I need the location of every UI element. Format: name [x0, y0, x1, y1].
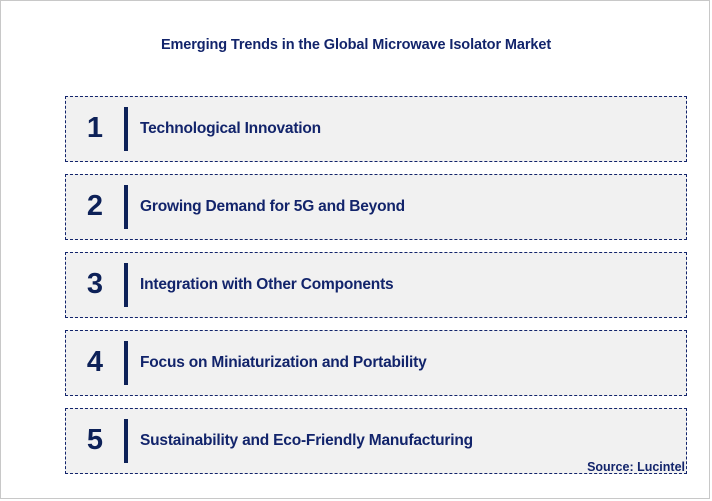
- vertical-divider-icon: [124, 341, 128, 385]
- trend-label: Focus on Miniaturization and Portability: [140, 354, 427, 371]
- trend-label: Growing Demand for 5G and Beyond: [140, 198, 405, 215]
- vertical-divider-icon: [124, 263, 128, 307]
- vertical-divider-icon: [124, 419, 128, 463]
- list-item[interactable]: 2 Growing Demand for 5G and Beyond: [65, 174, 687, 240]
- trend-rank-number: 2: [86, 189, 104, 222]
- trend-rank-number: 3: [86, 267, 104, 300]
- trend-list: 1 Technological Innovation 2 Growing Dem…: [65, 96, 687, 486]
- trend-label: Sustainability and Eco-Friendly Manufact…: [140, 432, 473, 449]
- list-item[interactable]: 3 Integration with Other Components: [65, 252, 687, 318]
- trend-rank-number: 4: [86, 345, 104, 378]
- trend-label: Technological Innovation: [140, 120, 321, 137]
- trend-label: Integration with Other Components: [140, 276, 394, 293]
- vertical-divider-icon: [124, 107, 128, 151]
- list-item[interactable]: 1 Technological Innovation: [65, 96, 687, 162]
- trend-rank-number: 1: [86, 111, 104, 144]
- page-title: Emerging Trends in the Global Microwave …: [160, 37, 552, 53]
- vertical-divider-icon: [124, 185, 128, 229]
- list-item[interactable]: 5 Sustainability and Eco-Friendly Manufa…: [65, 408, 687, 474]
- list-item[interactable]: 4 Focus on Miniaturization and Portabili…: [65, 330, 687, 396]
- trend-rank-number: 5: [86, 423, 104, 456]
- source-attribution: Source: Lucintel: [587, 460, 685, 474]
